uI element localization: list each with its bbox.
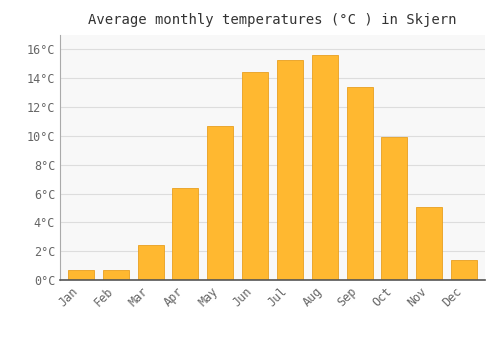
- Bar: [277, 60, 303, 280]
- Bar: [138, 245, 164, 280]
- Bar: [242, 72, 268, 280]
- Bar: [346, 87, 372, 280]
- Bar: [312, 55, 338, 280]
- Bar: [68, 270, 94, 280]
- Bar: [416, 206, 442, 280]
- Bar: [451, 260, 477, 280]
- Bar: [207, 126, 234, 280]
- Title: Average monthly temperatures (°C ) in Skjern: Average monthly temperatures (°C ) in Sk…: [88, 13, 457, 27]
- Bar: [102, 270, 129, 280]
- Bar: [382, 137, 407, 280]
- Bar: [172, 188, 199, 280]
